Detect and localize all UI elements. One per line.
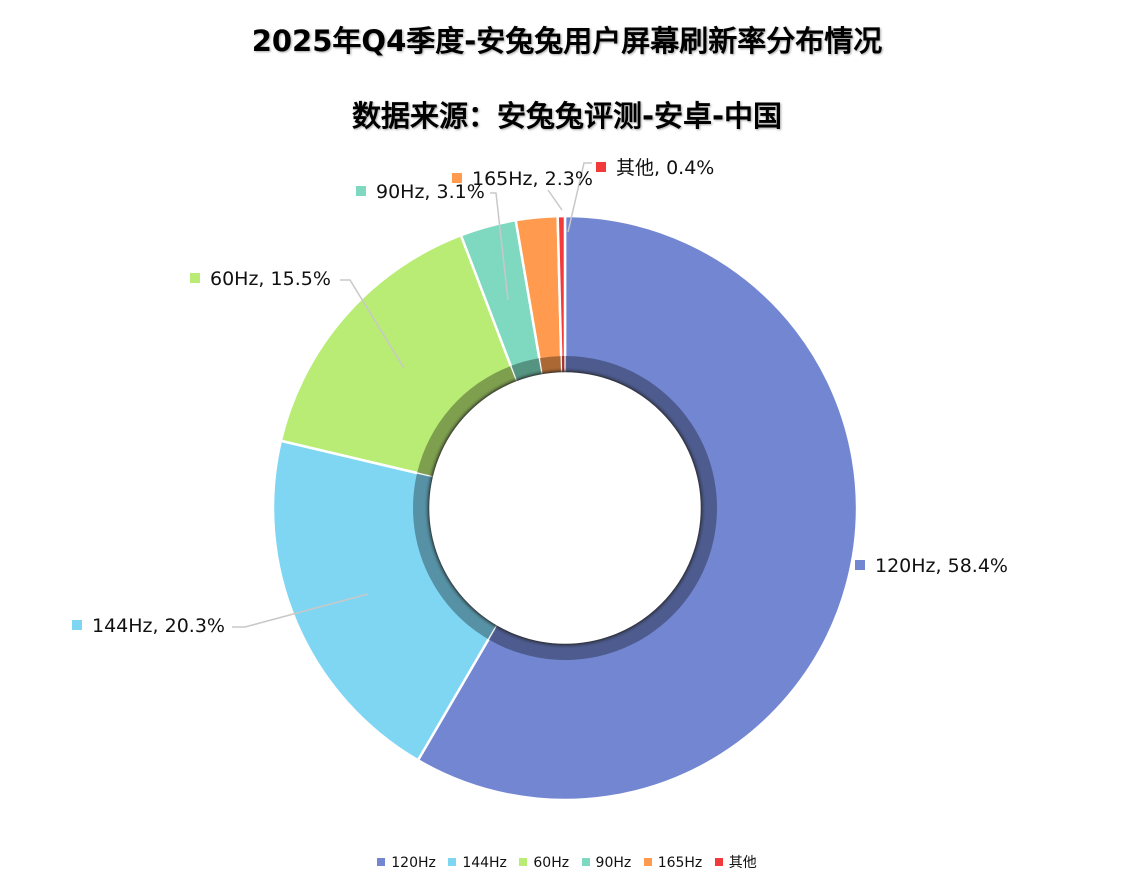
data-label-text: 144Hz, 20.3% xyxy=(92,615,225,637)
slice-shade-144hz xyxy=(413,473,497,640)
legend-label: 165Hz xyxy=(657,855,703,871)
legend-label: 90Hz xyxy=(595,855,632,871)
chart-title: 2025年Q4季度-安兔兔用户屏幕刷新率分布情况 xyxy=(251,24,883,58)
legend-swatch-icon xyxy=(377,858,386,866)
label-swatch-icon xyxy=(72,620,82,630)
legend-label: 其他 xyxy=(728,855,757,871)
legend-item-144hz[interactable]: 144Hz xyxy=(448,855,507,871)
legend-label: 120Hz xyxy=(391,855,436,871)
legend-item-60hz[interactable]: 60Hz xyxy=(519,855,569,871)
label-swatch-icon xyxy=(596,162,606,172)
data-label-60hz: 60Hz, 15.5% xyxy=(190,268,331,290)
data-label-text: 120Hz, 58.4% xyxy=(875,555,1008,577)
label-swatch-icon xyxy=(356,186,366,196)
legend-swatch-icon xyxy=(581,858,590,866)
legend-item-165hz[interactable]: 165Hz xyxy=(643,855,703,871)
leader-line-165hz xyxy=(547,189,563,211)
data-label-144hz: 144Hz, 20.3% xyxy=(72,615,225,637)
data-label-text: 其他, 0.4% xyxy=(616,157,715,179)
legend-item-120hz[interactable]: 120Hz xyxy=(377,855,436,871)
slice-shade-other xyxy=(561,356,565,374)
legend-item-other[interactable]: 其他 xyxy=(714,852,757,872)
data-label-165hz: 165Hz, 2.3% xyxy=(452,168,593,190)
label-swatch-icon xyxy=(190,273,200,283)
label-swatch-icon xyxy=(855,560,865,570)
legend-label: 144Hz xyxy=(462,855,507,871)
legend: 120Hz 144Hz 60Hz 90Hz 165Hz 其他 xyxy=(0,852,1134,872)
legend-swatch-icon xyxy=(643,858,652,866)
leader-line-60hz xyxy=(340,279,405,369)
doughnut-hole xyxy=(429,372,701,644)
data-label-120hz: 120Hz, 58.4% xyxy=(855,555,1008,577)
data-label-other: 其他, 0.4% xyxy=(596,153,714,180)
data-label-text: 90Hz, 3.1% xyxy=(376,181,485,203)
leader-line-other xyxy=(567,162,592,233)
legend-label: 60Hz xyxy=(533,855,570,871)
leader-line-90hz xyxy=(490,192,509,301)
legend-swatch-icon xyxy=(448,858,457,866)
leader-lines xyxy=(232,162,592,628)
chart-subtitle: 数据来源：安兔兔评测-安卓-中国 xyxy=(351,99,783,133)
slice-shade-165hz xyxy=(539,356,562,375)
legend-swatch-icon xyxy=(519,858,528,866)
legend-item-90hz[interactable]: 90Hz xyxy=(581,855,632,871)
data-label-90hz: 90Hz, 3.1% xyxy=(356,181,485,203)
label-swatch-icon xyxy=(452,173,462,183)
leader-line-144hz xyxy=(232,593,369,628)
data-label-text: 165Hz, 2.3% xyxy=(472,168,593,190)
data-label-text: 60Hz, 15.5% xyxy=(210,268,331,290)
legend-swatch-icon xyxy=(714,858,723,866)
